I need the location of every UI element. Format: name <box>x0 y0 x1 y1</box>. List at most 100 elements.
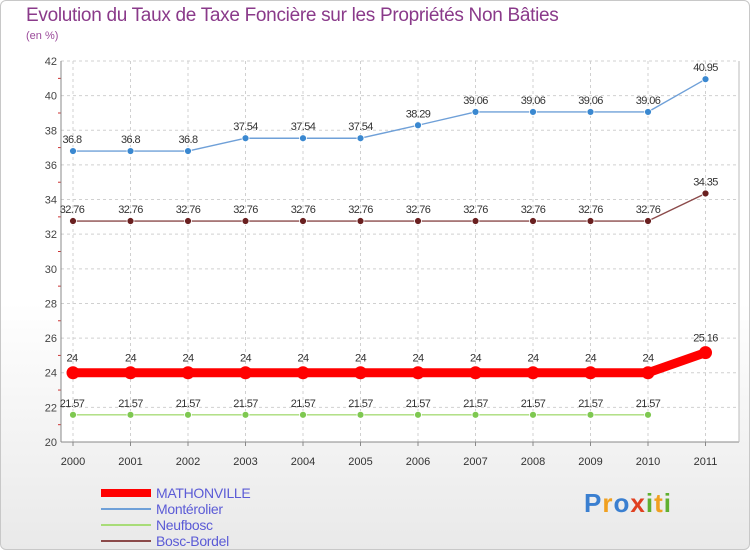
data-label: 25.16 <box>693 333 718 345</box>
data-point <box>126 217 135 225</box>
logo-letter: r <box>602 488 614 518</box>
x-tick-label: 2004 <box>291 456 315 468</box>
legend-label: Bosc-Bordel <box>156 533 229 549</box>
data-point <box>469 366 482 380</box>
data-point <box>586 217 595 225</box>
x-tick-label: 2002 <box>176 456 200 468</box>
data-label: 32.76 <box>233 204 258 216</box>
data-point <box>296 366 310 380</box>
y-tick-label: 32 <box>45 229 57 241</box>
data-point <box>644 410 652 419</box>
data-point <box>66 366 80 380</box>
data-label: 24 <box>240 353 252 365</box>
data-point <box>411 366 425 380</box>
data-point <box>471 108 480 116</box>
data-point <box>584 366 597 380</box>
data-label: 36.8 <box>121 134 140 146</box>
data-point <box>414 410 422 419</box>
data-label: 24 <box>66 353 78 365</box>
chart-subtitle: (en %) <box>26 30 59 42</box>
legend-swatch <box>101 489 151 497</box>
data-label: 21.57 <box>521 398 546 410</box>
x-tick-label: 2009 <box>578 456 602 468</box>
data-label: 34.35 <box>693 176 718 188</box>
data-label: 32.76 <box>463 204 488 216</box>
data-label: 39.06 <box>636 95 661 107</box>
x-tick-label: 2000 <box>61 456 85 468</box>
y-tick-label: 42 <box>45 56 57 68</box>
x-tick-label: 2001 <box>118 456 142 468</box>
data-label: 21.57 <box>118 398 143 410</box>
data-label: 21.57 <box>636 398 661 410</box>
y-tick-label: 20 <box>45 437 57 449</box>
data-point <box>69 147 77 155</box>
logo-letter: t <box>654 488 664 518</box>
data-point <box>529 217 537 225</box>
y-tick-label: 38 <box>45 125 57 137</box>
data-label: 21.57 <box>463 398 488 410</box>
data-label: 37.54 <box>348 121 373 133</box>
data-point <box>471 217 480 225</box>
data-label: 21.57 <box>233 398 258 410</box>
data-point <box>586 410 595 419</box>
y-tick-label: 26 <box>45 333 57 345</box>
x-tick-label: 2008 <box>521 456 545 468</box>
logo-letter: x <box>630 488 646 518</box>
y-tick-label: 36 <box>45 160 57 172</box>
data-point <box>299 410 307 419</box>
data-point <box>529 108 537 116</box>
data-label: 32.76 <box>60 204 85 216</box>
legend-swatch <box>101 508 151 510</box>
proxiti-logo: Proxiti <box>584 488 672 519</box>
data-label: 21.57 <box>176 398 201 410</box>
x-tick-label: 2003 <box>233 456 257 468</box>
data-label: 32.76 <box>291 204 316 216</box>
data-point <box>126 147 135 155</box>
plot-area <box>61 61 739 442</box>
data-label: 32.76 <box>636 204 661 216</box>
data-label: 24 <box>642 353 654 365</box>
data-label: 21.57 <box>578 398 603 410</box>
series-line-1 <box>73 78 706 152</box>
data-label: 39.06 <box>521 95 546 107</box>
data-label: 21.57 <box>60 398 85 410</box>
data-label: 36.8 <box>62 134 81 146</box>
data-point <box>184 410 192 419</box>
data-point <box>69 410 77 419</box>
data-label: 38.29 <box>406 108 431 120</box>
data-label: 24 <box>297 353 309 365</box>
logo-letter: i <box>645 488 655 518</box>
x-tick-label: 2005 <box>348 456 372 468</box>
x-tick-label: 2006 <box>406 456 430 468</box>
chart-title: Evolution du Taux de Taxe Foncière sur l… <box>26 5 559 26</box>
legend-label: Montérolier <box>156 501 223 517</box>
data-point <box>299 134 307 143</box>
data-label: 32.76 <box>348 204 373 216</box>
data-label: 39.06 <box>578 95 603 107</box>
logo-letter: P <box>584 488 603 518</box>
data-label: 39.06 <box>463 95 488 107</box>
y-tick-label: 28 <box>45 298 57 310</box>
data-point <box>299 217 307 225</box>
data-label: 37.54 <box>291 121 316 133</box>
data-point <box>69 217 77 225</box>
data-point <box>641 366 655 380</box>
data-label: 24 <box>182 353 194 365</box>
data-point <box>124 366 137 380</box>
data-point <box>239 366 252 380</box>
y-tick-label: 30 <box>45 264 57 276</box>
data-label: 21.57 <box>348 398 373 410</box>
legend-label: MATHONVILLE <box>156 485 251 501</box>
logo-letter: o <box>613 488 631 518</box>
data-label: 32.76 <box>176 204 201 216</box>
y-tick-label: 24 <box>45 368 57 380</box>
y-tick-label: 40 <box>45 91 57 103</box>
y-tick-label: 22 <box>45 402 57 414</box>
legend-label: Neufbosc <box>156 517 213 533</box>
data-point <box>356 217 365 225</box>
data-point <box>414 217 422 225</box>
data-label: 40.95 <box>693 62 718 74</box>
series-line-3 <box>73 192 706 222</box>
